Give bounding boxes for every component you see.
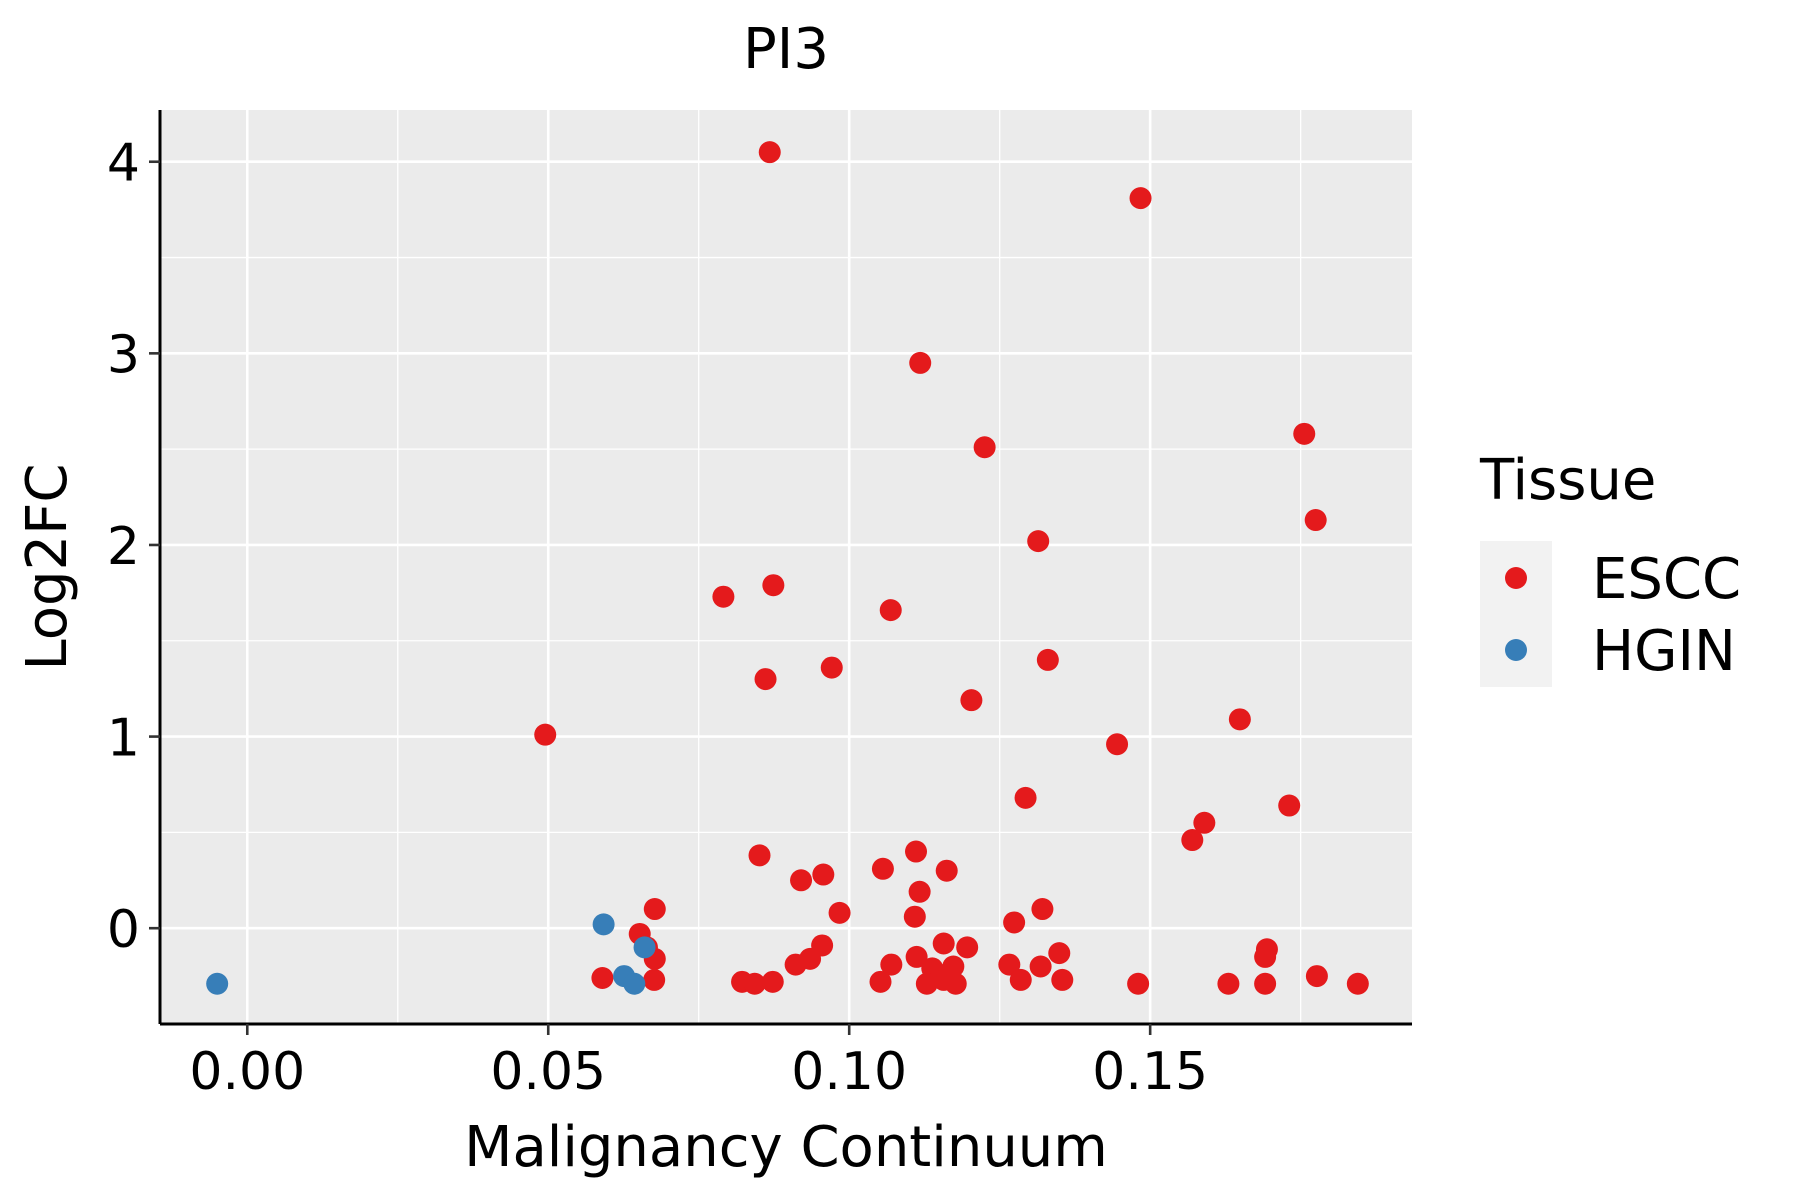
point-escc: [909, 351, 932, 374]
point-escc: [828, 901, 851, 924]
point-escc: [1217, 972, 1240, 995]
point-escc: [935, 859, 958, 882]
legend-title: Tissue: [1479, 448, 1656, 513]
point-escc: [748, 844, 771, 867]
point-escc: [1009, 968, 1032, 991]
point-escc: [643, 898, 666, 921]
point-escc: [1129, 187, 1152, 210]
point-escc: [944, 972, 967, 995]
x-tick-label: 0.05: [490, 1042, 606, 1102]
point-escc: [1193, 811, 1216, 834]
legend-items: ESCC HGIN: [1505, 547, 1741, 684]
point-escc: [1278, 794, 1301, 817]
point-escc: [762, 574, 785, 597]
y-tick-label: 1: [107, 709, 140, 769]
point-escc: [1293, 422, 1316, 445]
point-escc: [932, 932, 955, 955]
point-escc: [1014, 786, 1037, 809]
y-tick-label: 0: [107, 900, 140, 960]
legend-label-escc: ESCC: [1592, 547, 1741, 612]
point-escc: [956, 936, 979, 959]
y-tick-label: 4: [107, 134, 140, 194]
legend-key-background: [1480, 541, 1552, 687]
point-escc: [1304, 509, 1327, 532]
point-escc: [871, 857, 894, 880]
point-escc: [758, 141, 781, 164]
grid-major: [160, 110, 1412, 1024]
legend-key-escc: [1505, 567, 1527, 589]
x-ticks: 0.00 0.05 0.10 0.15: [189, 1024, 1208, 1102]
legend-key-hgin: [1505, 639, 1527, 661]
point-escc: [973, 436, 996, 459]
point-hgin: [592, 913, 615, 936]
point-escc: [1029, 955, 1052, 978]
point-escc: [790, 869, 813, 892]
point-escc: [905, 840, 928, 863]
point-escc: [1181, 829, 1204, 852]
point-escc: [905, 945, 928, 968]
point-escc: [591, 967, 614, 990]
x-tick-label: 0.15: [1092, 1042, 1208, 1102]
x-tick-label: 0.10: [791, 1042, 907, 1102]
point-escc: [761, 970, 784, 993]
point-escc: [869, 970, 892, 993]
point-escc: [1106, 733, 1129, 756]
point-escc: [1036, 648, 1059, 671]
chart-title: PI3: [743, 17, 829, 82]
point-escc: [1048, 942, 1071, 965]
point-hgin: [633, 936, 656, 959]
point-escc: [1031, 898, 1054, 921]
point-escc: [754, 668, 777, 691]
point-escc: [534, 723, 557, 746]
legend: Tissue ESCC HGIN: [1479, 448, 1741, 687]
x-tick-label: 0.00: [189, 1042, 305, 1102]
legend-label-hgin: HGIN: [1592, 619, 1736, 684]
point-escc: [1027, 530, 1050, 553]
point-hgin: [623, 972, 646, 995]
y-tick-label: 3: [107, 325, 140, 385]
point-escc: [643, 968, 666, 991]
point-escc: [743, 972, 766, 995]
point-escc: [880, 953, 903, 976]
point-escc: [915, 972, 938, 995]
point-escc: [1254, 972, 1277, 995]
y-ticks: 0 1 2 3 4: [107, 134, 160, 960]
point-escc: [1346, 972, 1369, 995]
data-points: [206, 141, 1369, 995]
point-escc: [903, 905, 926, 928]
point-escc: [960, 689, 983, 712]
point-escc: [1003, 911, 1026, 934]
x-axis-title: Malignancy Continuum: [464, 1115, 1108, 1180]
point-escc: [712, 585, 735, 608]
point-escc: [879, 599, 902, 622]
point-escc: [812, 863, 835, 886]
point-escc: [784, 953, 807, 976]
y-axis-title: Log2FC: [15, 464, 80, 671]
point-escc: [1305, 965, 1328, 988]
point-escc: [1254, 945, 1277, 968]
y-tick-label: 2: [107, 517, 140, 577]
point-escc: [1228, 708, 1251, 731]
point-hgin: [206, 972, 229, 995]
point-escc: [1127, 972, 1150, 995]
point-escc: [820, 656, 843, 679]
point-escc: [1051, 968, 1074, 991]
point-escc: [908, 880, 931, 903]
point-escc: [998, 953, 1021, 976]
plot-panel: [160, 110, 1412, 1024]
